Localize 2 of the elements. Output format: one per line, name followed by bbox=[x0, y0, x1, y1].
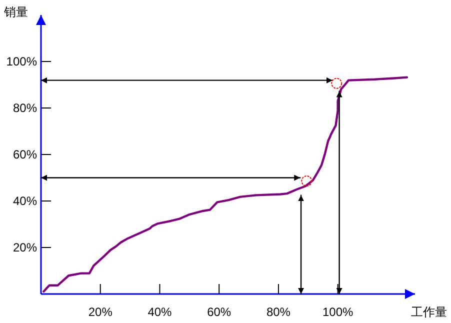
ylabel: 销量 bbox=[4, 5, 28, 19]
xlabel: 工作量 bbox=[411, 305, 447, 319]
